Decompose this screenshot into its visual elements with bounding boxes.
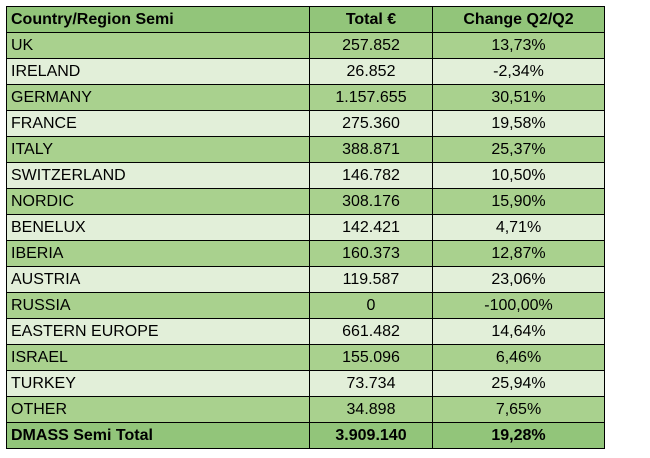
- change-cell: 19,58%: [432, 110, 605, 137]
- change-cell: 4,71%: [432, 214, 605, 241]
- table-row: ITALY 388.871 25,37%: [6, 136, 605, 163]
- region-cell: NORDIC: [6, 188, 310, 215]
- table-row: SWITZERLAND 146.782 10,50%: [6, 162, 605, 189]
- table-row: EASTERN EUROPE 661.482 14,64%: [6, 318, 605, 345]
- change-cell: 13,73%: [432, 32, 605, 59]
- change-cell: 7,65%: [432, 396, 605, 423]
- region-cell: AUSTRIA: [6, 266, 310, 293]
- change-cell: -100,00%: [432, 292, 605, 319]
- total-cell: 308.176: [309, 188, 433, 215]
- table-row: TURKEY 73.734 25,94%: [6, 370, 605, 397]
- total-cell: 160.373: [309, 240, 433, 267]
- region-cell: IRELAND: [6, 58, 310, 85]
- table-total-row: DMASS Semi Total 3.909.140 19,28%: [6, 422, 605, 449]
- change-cell: 10,50%: [432, 162, 605, 189]
- table-row: NORDIC 308.176 15,90%: [6, 188, 605, 215]
- total-cell: 142.421: [309, 214, 433, 241]
- table-row: FRANCE 275.360 19,58%: [6, 110, 605, 137]
- table-row: ISRAEL 155.096 6,46%: [6, 344, 605, 371]
- total-sum-cell: 3.909.140: [309, 422, 433, 449]
- total-cell: 1.157.655: [309, 84, 433, 111]
- region-cell: UK: [6, 32, 310, 59]
- semi-sales-table: Country/Region Semi Total € Change Q2/Q2…: [6, 6, 605, 449]
- region-cell: ITALY: [6, 136, 310, 163]
- region-cell: FRANCE: [6, 110, 310, 137]
- table-row: UK 257.852 13,73%: [6, 32, 605, 59]
- region-cell: OTHER: [6, 396, 310, 423]
- table-row: RUSSIA 0 -100,00%: [6, 292, 605, 319]
- total-cell: 661.482: [309, 318, 433, 345]
- total-cell: 119.587: [309, 266, 433, 293]
- total-cell: 26.852: [309, 58, 433, 85]
- sales-table-container: Country/Region Semi Total € Change Q2/Q2…: [6, 6, 605, 449]
- total-cell: 73.734: [309, 370, 433, 397]
- total-cell: 0: [309, 292, 433, 319]
- change-cell: 23,06%: [432, 266, 605, 293]
- region-cell: IBERIA: [6, 240, 310, 267]
- header-total: Total €: [309, 6, 433, 33]
- total-cell: 146.782: [309, 162, 433, 189]
- total-cell: 155.096: [309, 344, 433, 371]
- table-row: OTHER 34.898 7,65%: [6, 396, 605, 423]
- change-cell: 14,64%: [432, 318, 605, 345]
- region-cell: RUSSIA: [6, 292, 310, 319]
- header-region: Country/Region Semi: [6, 6, 310, 33]
- region-cell: TURKEY: [6, 370, 310, 397]
- region-cell: EASTERN EUROPE: [6, 318, 310, 345]
- region-cell: ISRAEL: [6, 344, 310, 371]
- region-cell: SWITZERLAND: [6, 162, 310, 189]
- total-cell: 388.871: [309, 136, 433, 163]
- table-header-row: Country/Region Semi Total € Change Q2/Q2: [6, 6, 605, 33]
- table-row: AUSTRIA 119.587 23,06%: [6, 266, 605, 293]
- table-row: IRELAND 26.852 -2,34%: [6, 58, 605, 85]
- total-region-cell: DMASS Semi Total: [6, 422, 310, 449]
- change-cell: 6,46%: [432, 344, 605, 371]
- total-cell: 34.898: [309, 396, 433, 423]
- change-cell: -2,34%: [432, 58, 605, 85]
- header-change: Change Q2/Q2: [432, 6, 605, 33]
- total-change-cell: 19,28%: [432, 422, 605, 449]
- table-row: GERMANY 1.157.655 30,51%: [6, 84, 605, 111]
- table-body: UK 257.852 13,73% IRELAND 26.852 -2,34% …: [6, 32, 605, 449]
- table-row: BENELUX 142.421 4,71%: [6, 214, 605, 241]
- change-cell: 30,51%: [432, 84, 605, 111]
- total-cell: 275.360: [309, 110, 433, 137]
- change-cell: 12,87%: [432, 240, 605, 267]
- change-cell: 25,94%: [432, 370, 605, 397]
- region-cell: BENELUX: [6, 214, 310, 241]
- region-cell: GERMANY: [6, 84, 310, 111]
- change-cell: 25,37%: [432, 136, 605, 163]
- table-row: IBERIA 160.373 12,87%: [6, 240, 605, 267]
- change-cell: 15,90%: [432, 188, 605, 215]
- total-cell: 257.852: [309, 32, 433, 59]
